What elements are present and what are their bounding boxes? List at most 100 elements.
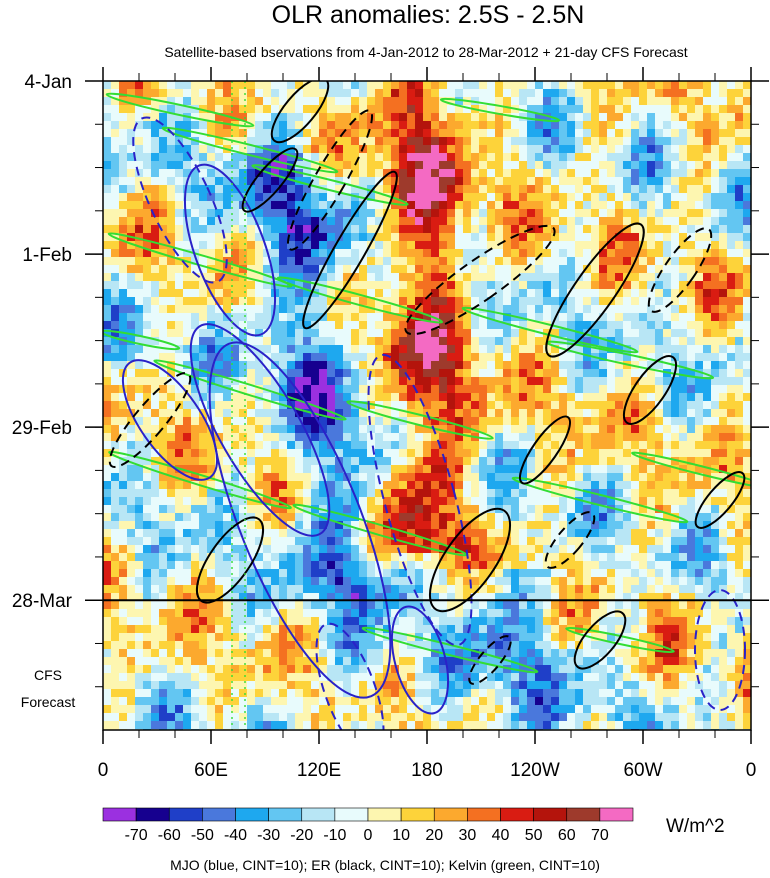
- field-cell: [463, 281, 472, 290]
- field-cell: [583, 217, 592, 226]
- field-cell: [263, 81, 272, 90]
- field-cell: [303, 193, 312, 202]
- field-cell: [447, 241, 456, 250]
- field-cell: [423, 241, 432, 250]
- field-cell: [479, 497, 488, 506]
- field-cell: [247, 105, 256, 114]
- field-cell: [703, 465, 712, 474]
- field-cell: [287, 433, 296, 442]
- field-cell: [639, 105, 648, 114]
- field-cell: [383, 385, 392, 394]
- field-cell: [407, 457, 416, 466]
- field-cell: [423, 209, 432, 218]
- field-cell: [551, 257, 560, 266]
- field-cell: [239, 505, 248, 514]
- field-cell: [287, 273, 296, 282]
- field-cell: [215, 161, 224, 170]
- field-cell: [559, 273, 568, 282]
- field-cell: [607, 537, 616, 546]
- field-cell: [583, 377, 592, 386]
- field-cell: [703, 129, 712, 138]
- field-cell: [183, 249, 192, 258]
- field-cell: [167, 569, 176, 578]
- field-cell: [351, 417, 360, 426]
- field-cell: [687, 169, 696, 178]
- field-cell: [471, 329, 480, 338]
- field-cell: [463, 185, 472, 194]
- field-cell: [151, 377, 160, 386]
- field-cell: [247, 193, 256, 202]
- field-cell: [351, 153, 360, 162]
- field-cell: [687, 177, 696, 186]
- field-cell: [663, 281, 672, 290]
- field-cell: [335, 137, 344, 146]
- field-cell: [383, 145, 392, 154]
- field-cell: [135, 473, 144, 482]
- field-cell: [383, 225, 392, 234]
- field-cell: [639, 553, 648, 562]
- field-cell: [543, 393, 552, 402]
- field-cell: [647, 153, 656, 162]
- field-cell: [711, 89, 720, 98]
- field-cell: [231, 273, 240, 282]
- field-cell: [231, 457, 240, 466]
- field-cell: [559, 521, 568, 530]
- field-cell: [343, 481, 352, 490]
- field-cell: [263, 201, 272, 210]
- field-cell: [215, 201, 224, 210]
- field-cell: [343, 489, 352, 498]
- field-cell: [239, 177, 248, 186]
- field-cell: [519, 289, 528, 298]
- field-cell: [215, 377, 224, 386]
- field-cell: [239, 217, 248, 226]
- field-cell: [407, 129, 416, 138]
- field-cell: [663, 81, 672, 90]
- field-cell: [575, 465, 584, 474]
- field-cell: [231, 265, 240, 274]
- field-cell: [663, 505, 672, 514]
- field-cell: [311, 561, 320, 570]
- field-cell: [631, 465, 640, 474]
- field-cell: [191, 81, 200, 90]
- field-cell: [463, 297, 472, 306]
- field-cell: [583, 425, 592, 434]
- field-cell: [359, 561, 368, 570]
- field-cell: [135, 329, 144, 338]
- field-cell: [687, 281, 696, 290]
- field-cell: [735, 89, 744, 98]
- field-cell: [519, 297, 528, 306]
- field-cell: [679, 417, 688, 426]
- field-cell: [487, 97, 496, 106]
- field-cell: [327, 169, 336, 178]
- field-cell: [695, 553, 704, 562]
- field-cell: [367, 289, 376, 298]
- field-cell: [423, 105, 432, 114]
- field-cell: [127, 401, 136, 410]
- field-cell: [479, 457, 488, 466]
- field-cell: [591, 433, 600, 442]
- field-cell: [503, 321, 512, 330]
- field-cell: [231, 409, 240, 418]
- field-cell: [735, 409, 744, 418]
- field-cell: [215, 457, 224, 466]
- field-cell: [551, 473, 560, 482]
- field-cell: [247, 129, 256, 138]
- field-cell: [719, 337, 728, 346]
- field-cell: [159, 217, 168, 226]
- field-cell: [471, 449, 480, 458]
- field-cell: [383, 217, 392, 226]
- field-cell: [631, 81, 640, 90]
- field-cell: [415, 417, 424, 426]
- field-cell: [711, 273, 720, 282]
- field-cell: [743, 113, 751, 122]
- field-cell: [463, 153, 472, 162]
- field-cell: [495, 225, 504, 234]
- field-cell: [295, 289, 304, 298]
- field-cell: [311, 521, 320, 530]
- field-cell: [631, 457, 640, 466]
- field-cell: [119, 121, 128, 130]
- field-cell: [191, 425, 200, 434]
- field-cell: [263, 233, 272, 242]
- field-cell: [143, 177, 152, 186]
- field-cell: [311, 145, 320, 154]
